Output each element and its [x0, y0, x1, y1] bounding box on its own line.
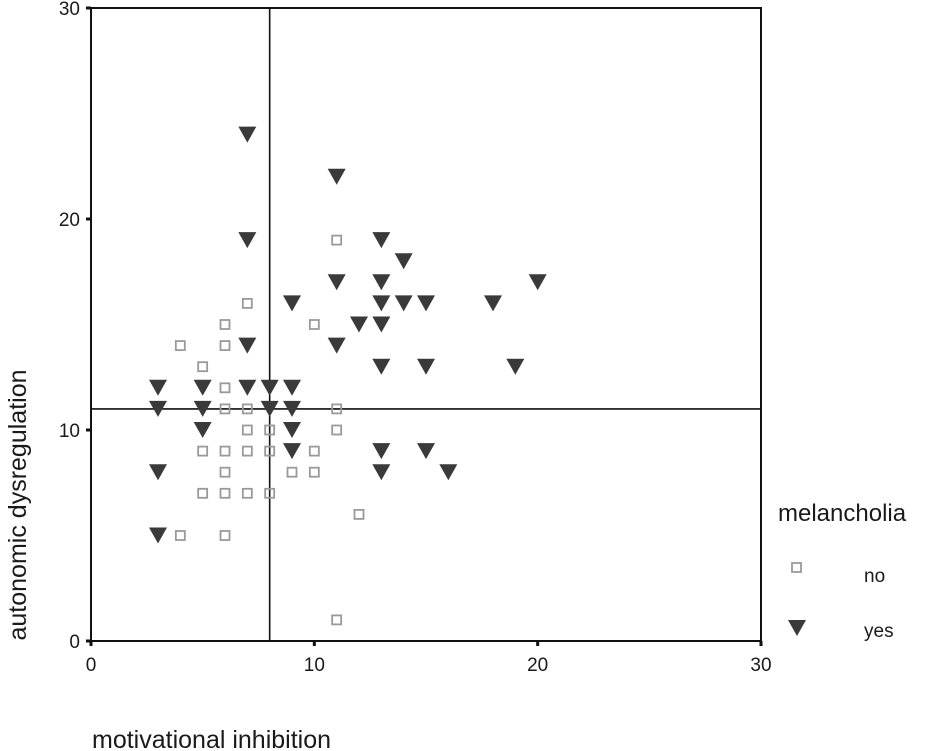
point-no: [174, 530, 186, 541]
point-yes: [372, 464, 391, 481]
x-axis-title: motivational inhibition: [92, 726, 331, 751]
y-tick-label: 30: [59, 0, 80, 20]
point-no: [353, 508, 365, 520]
legend-marker-yes: [788, 620, 806, 636]
point-yes: [283, 295, 301, 312]
x-tick-label: 20: [527, 655, 548, 676]
plot-frame: [90, 7, 762, 642]
point-no: [219, 382, 231, 394]
y-axis: 0 10 20 30: [59, 0, 91, 653]
point-no: [241, 403, 253, 415]
point-yes: [193, 422, 212, 438]
x-tick-label: 30: [750, 655, 771, 676]
point-no: [197, 361, 209, 373]
x-axis: 0 10 20 30: [86, 641, 772, 676]
point-no: [219, 445, 231, 457]
point-no: [331, 234, 343, 246]
point-no: [286, 466, 298, 478]
point-yes: [238, 126, 257, 143]
point-yes: [327, 168, 346, 185]
point-yes: [238, 337, 257, 354]
point-no: [308, 319, 320, 330]
point-yes: [417, 443, 435, 460]
point-yes: [372, 274, 391, 291]
point-yes: [372, 316, 391, 333]
legend-label-yes: yes: [864, 621, 894, 642]
legend-title: melancholia: [778, 500, 907, 527]
point-yes: [260, 400, 279, 417]
point-yes: [149, 379, 167, 396]
point-yes: [350, 316, 368, 333]
x-tick-label: 10: [304, 655, 325, 676]
legend: melancholia no yes: [778, 500, 907, 642]
point-yes: [283, 443, 301, 460]
data-points: [149, 126, 547, 626]
point-yes: [327, 337, 346, 354]
point-yes: [283, 400, 301, 417]
point-yes: [394, 253, 413, 270]
y-tick-label: 0: [69, 632, 80, 653]
point-yes: [372, 295, 391, 312]
point-no: [241, 424, 253, 436]
point-yes: [283, 422, 301, 438]
point-no: [219, 319, 231, 330]
point-yes: [238, 379, 257, 396]
point-yes: [394, 295, 413, 312]
point-yes: [417, 295, 435, 312]
point-no: [219, 403, 231, 415]
point-no: [241, 487, 253, 499]
y-axis-title: autonomic dysregulation: [4, 370, 32, 641]
y-tick-label: 20: [59, 210, 80, 231]
point-yes: [260, 379, 279, 396]
point-no: [241, 445, 253, 457]
point-no: [331, 614, 343, 626]
point-yes: [372, 232, 391, 249]
point-yes: [528, 274, 547, 291]
point-yes: [193, 400, 212, 417]
point-no: [331, 424, 343, 436]
point-yes: [506, 358, 525, 375]
point-yes: [149, 464, 167, 481]
point-yes: [283, 379, 301, 396]
legend-marker-no: [791, 562, 802, 573]
point-yes: [439, 464, 458, 481]
point-no: [264, 424, 276, 436]
point-no: [174, 340, 186, 352]
point-yes: [238, 232, 257, 249]
point-yes: [149, 527, 167, 544]
point-yes: [327, 274, 346, 291]
point-no: [308, 466, 320, 478]
x-tick-label: 0: [86, 655, 97, 676]
point-no: [197, 445, 209, 457]
point-no: [219, 530, 231, 541]
point-no: [219, 466, 231, 478]
point-no: [197, 487, 209, 499]
point-no: [264, 445, 276, 457]
point-no: [219, 340, 231, 352]
point-yes: [417, 358, 435, 375]
point-no: [241, 297, 253, 309]
legend-label-no: no: [864, 566, 885, 587]
point-no: [219, 487, 231, 499]
point-no: [264, 487, 276, 499]
y-tick-label: 10: [59, 421, 80, 442]
point-yes: [193, 379, 212, 396]
point-no: [308, 445, 320, 457]
point-yes: [372, 358, 391, 375]
point-no: [331, 403, 343, 415]
point-yes: [372, 443, 391, 460]
point-yes: [484, 295, 502, 312]
point-yes: [149, 400, 167, 417]
